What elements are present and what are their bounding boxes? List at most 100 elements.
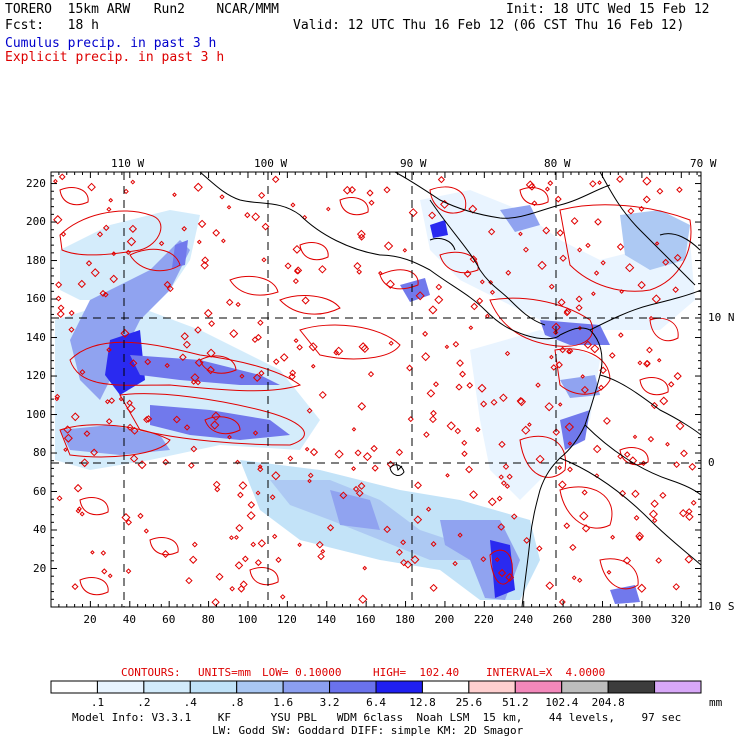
contour-cell — [502, 463, 510, 470]
legend-swatch — [421, 680, 470, 694]
y-tick-label: 80 — [33, 446, 47, 460]
legend-swatch — [189, 680, 238, 694]
contour-cell — [580, 385, 589, 394]
contour-cell — [563, 307, 572, 316]
contour-high: HIGH= 102.40 — [373, 666, 460, 679]
contour-cell — [437, 176, 446, 184]
contour-cell — [257, 319, 264, 326]
contour-cell — [121, 513, 131, 523]
contour-cell — [196, 239, 202, 245]
contour-cell — [351, 466, 357, 472]
contour-cell — [271, 175, 280, 184]
contour-cell — [383, 525, 391, 534]
legend-boundary-label: 102.4 — [545, 696, 579, 709]
contour-cell — [400, 539, 407, 546]
contour-cell — [348, 186, 356, 194]
contour-cell — [195, 379, 201, 386]
contour-cell — [631, 489, 640, 499]
contour-cell — [306, 407, 313, 414]
contour-cell — [290, 202, 296, 208]
contour-cell — [536, 545, 543, 552]
contour-cell — [521, 425, 531, 435]
legend-unit: mm — [709, 696, 723, 709]
legend-boundary-label: 6.4 — [366, 696, 386, 709]
contour-cell — [203, 308, 213, 318]
contour-cell — [477, 383, 487, 393]
contour-cell — [189, 555, 198, 564]
contour-cell — [552, 428, 561, 436]
contour-cell — [351, 427, 357, 432]
contour-cell — [575, 304, 583, 312]
contour-cell — [557, 298, 566, 307]
contour-cell — [386, 460, 395, 469]
contour-cell — [296, 344, 303, 351]
contour-cell — [360, 344, 370, 353]
legend-boundary-label: 51.2 — [502, 696, 529, 709]
contour-cell — [320, 548, 326, 554]
contour-cell — [490, 398, 498, 406]
contour-cell — [77, 279, 86, 289]
x-tick-label: 240 — [513, 613, 534, 626]
contour-cell — [461, 439, 468, 446]
contour-cell — [435, 283, 443, 291]
contour-cell — [528, 182, 536, 191]
contour-cell — [388, 340, 394, 346]
contour-cell — [342, 185, 352, 195]
contour-cell — [652, 517, 658, 524]
contour-cell — [504, 350, 511, 357]
contour-cell — [494, 557, 500, 563]
contour-label: CONTOURS: — [121, 666, 181, 679]
contour-cell — [206, 348, 216, 358]
contour-cell — [130, 426, 139, 435]
contour-cell — [210, 420, 220, 430]
contour-cell — [452, 560, 458, 567]
contour-cell — [101, 568, 108, 575]
contour-cell — [109, 274, 119, 284]
contour-cell — [354, 449, 362, 457]
y-tick-label: 140 — [26, 330, 46, 344]
contour-cell — [235, 523, 244, 533]
contour-cell — [272, 533, 278, 540]
contour-cell — [227, 434, 232, 440]
lon-label-90w: 90 W — [400, 157, 427, 170]
contour-cell — [668, 381, 675, 388]
contour-cell — [326, 524, 335, 532]
contour-cell — [308, 342, 318, 352]
contour-cell — [219, 194, 225, 200]
contour-cell — [504, 483, 511, 489]
x-tick-label: 160 — [355, 613, 376, 626]
contour-cell — [79, 369, 86, 376]
contour-cell — [137, 512, 144, 519]
contour-cell — [413, 515, 423, 524]
contour-cell — [429, 415, 437, 424]
contour-cell — [558, 402, 563, 407]
contour-cell — [466, 382, 474, 389]
y-tick-label: 120 — [26, 369, 46, 383]
contour-cell — [410, 555, 420, 565]
contour-cell — [579, 511, 589, 521]
x-tick-label: 260 — [552, 613, 573, 626]
contour-cell — [318, 390, 327, 399]
contour-cell — [85, 260, 93, 267]
contour-cell — [480, 556, 487, 563]
contour-cell — [293, 338, 299, 344]
contour-units: UNITS=mm — [198, 666, 251, 679]
contour-cell — [137, 460, 147, 470]
contour-cell — [56, 495, 63, 502]
contour-cell — [395, 548, 403, 556]
x-tick-label: 300 — [631, 613, 652, 626]
contour-cell — [79, 511, 85, 517]
contour-cell — [455, 383, 463, 391]
legend-swatch — [50, 680, 98, 694]
contour-cell — [650, 401, 659, 410]
contour-cell — [609, 352, 616, 359]
contour-cell — [550, 364, 558, 371]
contour-cell — [129, 359, 138, 368]
contour-cell — [211, 598, 220, 607]
contour-cell — [590, 344, 600, 354]
contour-cell — [642, 195, 651, 204]
contour-cell — [275, 556, 282, 563]
contour-cell — [422, 330, 429, 337]
contour-cell — [220, 238, 226, 244]
